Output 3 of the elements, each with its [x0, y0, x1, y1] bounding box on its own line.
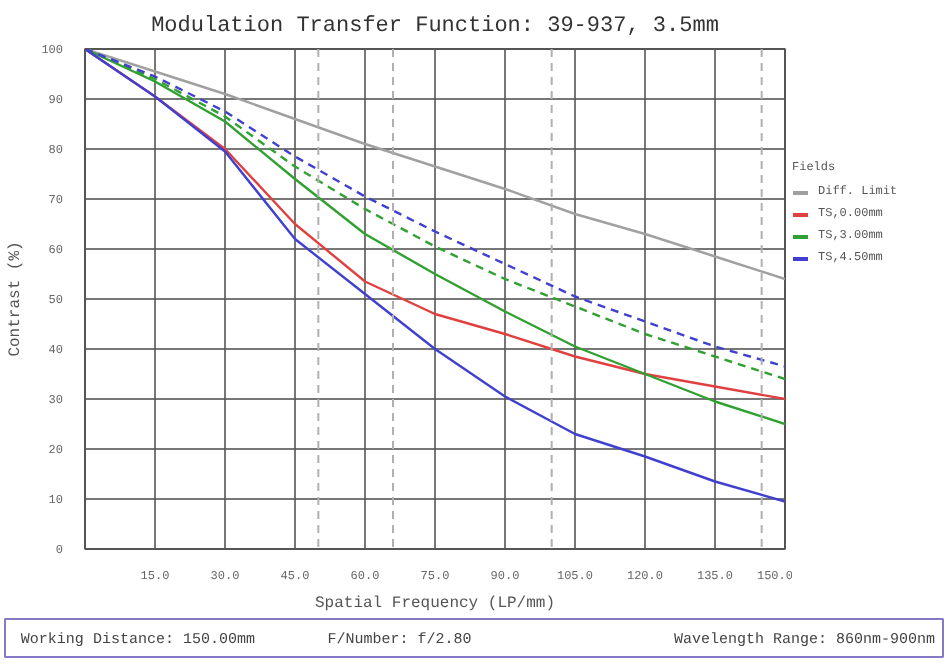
x-axis-title: Spatial Frequency (LP/mm) [314, 595, 556, 613]
chart-title: Modulation Transfer Function: 39-937, 3.5mm [151, 15, 720, 39]
y-axis-title: Contrast (%) [7, 241, 26, 357]
